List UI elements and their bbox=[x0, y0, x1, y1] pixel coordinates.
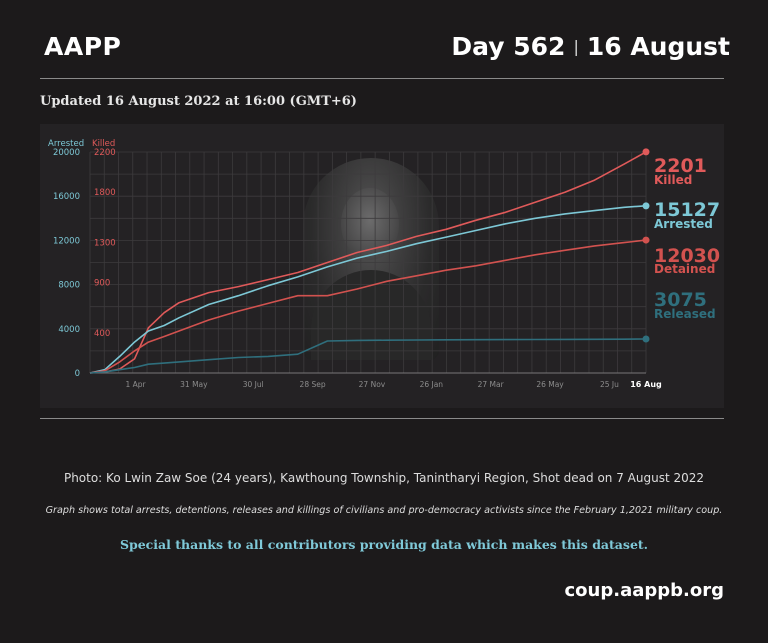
y-tick-left: 4000 bbox=[58, 325, 80, 335]
x-tick-label: 27 Nov bbox=[359, 380, 386, 389]
x-tick-label: 27 Mar bbox=[478, 380, 505, 389]
x-tick-label: 26 Jan bbox=[420, 380, 444, 389]
series-line-killed bbox=[89, 151, 647, 374]
end-value-arrested: 15127 bbox=[654, 199, 720, 221]
end-value-detained: 12030 bbox=[654, 245, 720, 267]
photo-caption: Photo: Ko Lwin Zaw Soe (24 years), Kawth… bbox=[63, 471, 705, 485]
y-tick-right: 900 bbox=[94, 279, 110, 289]
y-tick-right: 400 bbox=[94, 329, 110, 339]
y-tick-left: 12000 bbox=[53, 236, 80, 246]
y-axis-right-title: Killed bbox=[92, 139, 115, 149]
y-tick-right: 1800 bbox=[94, 188, 116, 198]
series-end-point-killed bbox=[642, 148, 650, 156]
end-label-released: Released bbox=[654, 307, 716, 321]
x-tick-label: 1 Apr bbox=[125, 380, 146, 389]
y-tick-left: 8000 bbox=[58, 281, 80, 291]
day-heading: Day 562 | 16 August bbox=[451, 32, 730, 61]
day-separator: | bbox=[573, 37, 579, 56]
y-axis-left-title: Arrested bbox=[48, 139, 84, 149]
thanks-note: Special thanks to all contributors provi… bbox=[119, 537, 649, 552]
series-end-point-arrested bbox=[642, 202, 650, 210]
x-tick-label: 25 Ju bbox=[600, 380, 619, 389]
x-tick-label: 26 May bbox=[536, 380, 564, 389]
y-tick-right: 1300 bbox=[94, 238, 116, 248]
end-value-killed: 2201 bbox=[654, 155, 707, 177]
day-count: Day 562 bbox=[451, 32, 566, 61]
end-label-killed: Killed bbox=[654, 173, 692, 187]
brand-title: AAPP bbox=[44, 32, 122, 61]
end-value-released: 3075 bbox=[654, 289, 707, 311]
day-date: 16 August bbox=[586, 32, 730, 61]
cumulative-line-chart: Arrested Killed 0 4000 8000 12000 16000 20000 40… bbox=[48, 139, 720, 389]
x-tick-label: 30 Jul bbox=[243, 380, 264, 389]
y-tick-right: 2200 bbox=[94, 148, 116, 158]
x-tick-label: 31 May bbox=[180, 380, 208, 389]
series-end-point-detained bbox=[642, 236, 650, 244]
x-tick-label: 28 Sep bbox=[300, 380, 326, 389]
end-label-arrested: Arrested bbox=[654, 217, 713, 231]
site-link[interactable]: coup.aappb.org bbox=[564, 580, 725, 601]
y-tick-left: 16000 bbox=[53, 192, 80, 202]
y-tick-left: 20000 bbox=[53, 148, 80, 158]
top-divider bbox=[40, 78, 724, 79]
end-label-detained: Detained bbox=[654, 262, 715, 276]
series-line-released bbox=[89, 338, 647, 374]
x-tick-label: 16 Aug bbox=[630, 380, 662, 389]
y-tick-left: 0 bbox=[75, 369, 80, 379]
updated-timestamp: Updated 16 August 2022 at 16:00 (GMT+6) bbox=[40, 94, 357, 109]
bottom-divider bbox=[40, 418, 724, 419]
series-line-arrested bbox=[89, 205, 647, 374]
graph-note: Graph shows total arrests, detentions, r… bbox=[45, 505, 723, 516]
series-line-detained bbox=[89, 239, 647, 374]
series-end-point-released bbox=[642, 335, 650, 343]
